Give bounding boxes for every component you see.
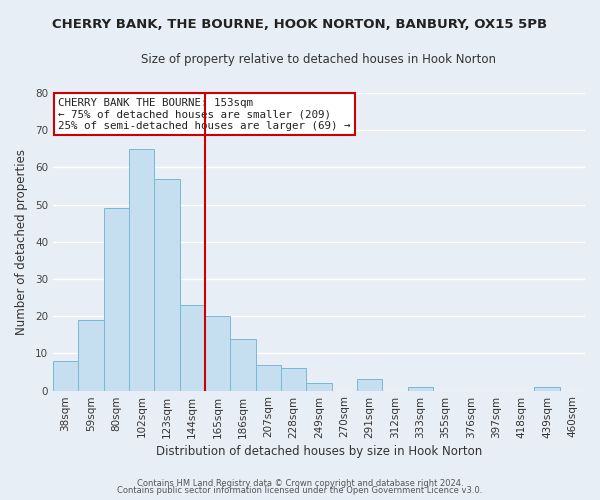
Bar bbox=[357, 380, 382, 390]
Text: CHERRY BANK, THE BOURNE, HOOK NORTON, BANBURY, OX15 5PB: CHERRY BANK, THE BOURNE, HOOK NORTON, BA… bbox=[52, 18, 548, 30]
Bar bbox=[306, 383, 332, 390]
Bar bbox=[281, 368, 306, 390]
Bar bbox=[129, 149, 154, 390]
Text: CHERRY BANK THE BOURNE: 153sqm
← 75% of detached houses are smaller (209)
25% of: CHERRY BANK THE BOURNE: 153sqm ← 75% of … bbox=[58, 98, 351, 130]
Bar bbox=[154, 178, 179, 390]
Bar bbox=[256, 364, 281, 390]
Bar bbox=[407, 387, 433, 390]
Bar bbox=[230, 338, 256, 390]
Bar bbox=[104, 208, 129, 390]
Bar bbox=[78, 320, 104, 390]
Text: Contains public sector information licensed under the Open Government Licence v3: Contains public sector information licen… bbox=[118, 486, 482, 495]
Text: Contains HM Land Registry data © Crown copyright and database right 2024.: Contains HM Land Registry data © Crown c… bbox=[137, 478, 463, 488]
Bar bbox=[205, 316, 230, 390]
Bar bbox=[179, 305, 205, 390]
Y-axis label: Number of detached properties: Number of detached properties bbox=[15, 149, 28, 335]
Bar bbox=[53, 361, 78, 390]
Bar bbox=[535, 387, 560, 390]
Title: Size of property relative to detached houses in Hook Norton: Size of property relative to detached ho… bbox=[142, 52, 496, 66]
X-axis label: Distribution of detached houses by size in Hook Norton: Distribution of detached houses by size … bbox=[156, 444, 482, 458]
